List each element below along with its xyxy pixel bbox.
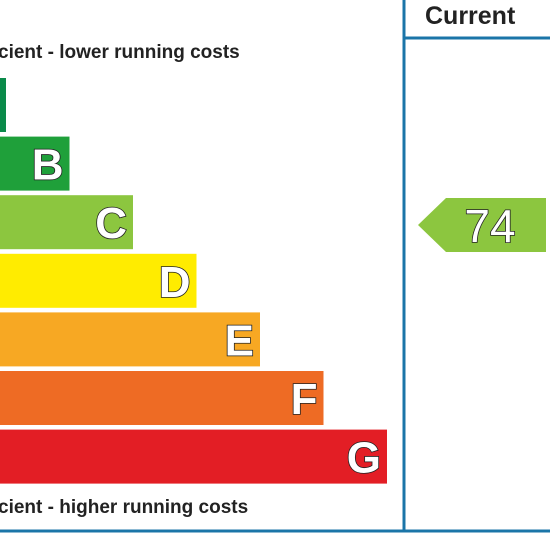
band-letter: B [32,141,64,190]
band-letter: E [225,316,254,365]
current-arrow [418,198,546,252]
rating-band [0,312,260,367]
rating-band [0,253,197,308]
column-header: Current [425,2,516,30]
rating-band [0,78,6,132]
rating-band [0,371,324,425]
rating-band [0,136,70,191]
top-note: cient - lower running costs [0,42,240,63]
current-rating: 74 [464,200,515,252]
band-letter: G [347,434,381,483]
bottom-note: cient - higher running costs [0,497,248,518]
rating-band [0,195,133,250]
band-letter: D [159,258,191,307]
rating-band [0,429,387,484]
band-letter: F [291,375,318,424]
band-letter: C [95,199,127,248]
